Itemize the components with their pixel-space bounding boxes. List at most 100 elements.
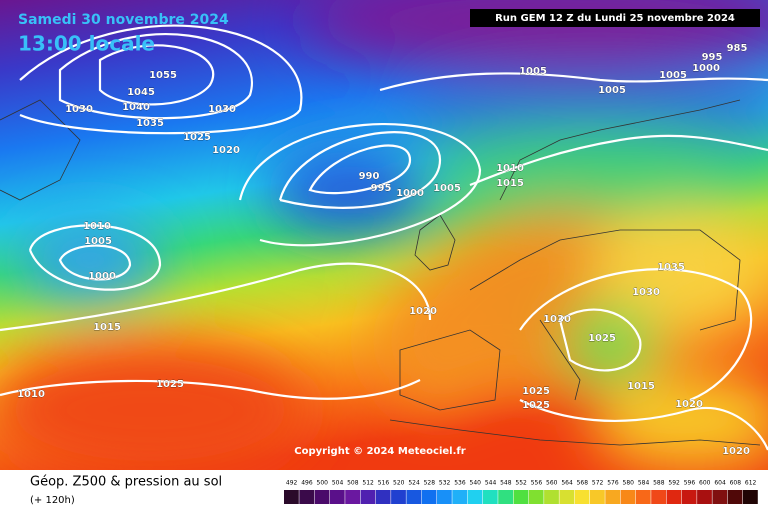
isobar-label: 1000 (396, 188, 424, 199)
colorbar-swatch (727, 490, 743, 504)
isobar-label: 1015 (627, 381, 655, 392)
colorbar-swatch (299, 490, 315, 504)
field-blobs (0, 0, 768, 480)
isobar-label: 1020 (212, 145, 240, 156)
isobar-label: 1025 (156, 379, 184, 390)
colorbar-label: 556 (531, 480, 543, 487)
colorbar-swatch (513, 490, 529, 504)
isobar-label: 1025 (588, 333, 616, 344)
colorbar-swatch (605, 490, 621, 504)
colorbar-swatch (421, 490, 437, 504)
isobar-label: 1015 (93, 322, 121, 333)
colorbar-swatch (284, 490, 299, 504)
isobar-label: 1005 (598, 85, 626, 96)
colorbar-swatch (329, 490, 345, 504)
isobar-label: 1030 (543, 314, 571, 325)
colorbar-label: 548 (500, 480, 512, 487)
colorbar-label: 536 (454, 480, 466, 487)
colorbar-label: 564 (561, 480, 573, 487)
colorbar-swatch (452, 490, 468, 504)
colorbar-swatch (559, 490, 575, 504)
colorbar-label: 508 (347, 480, 359, 487)
colorbar-label: 532 (439, 480, 451, 487)
colorbar-label: 500 (317, 480, 329, 487)
isobar-label: 1010 (83, 221, 111, 232)
colorbar-label: 608 (730, 480, 742, 487)
isobars (0, 24, 768, 451)
colorbar-swatch (345, 490, 360, 504)
copyright: Copyright © 2024 Meteociel.fr (294, 446, 465, 457)
isobar-label: 1005 (659, 70, 687, 81)
isobar-label: 1000 (692, 63, 720, 74)
isobar-label: 1005 (433, 183, 461, 194)
forecast-lead: (+ 120h) (30, 495, 75, 506)
colorbar-label: 552 (515, 480, 527, 487)
local-time: 13:00 locale (18, 32, 155, 56)
colorbar-swatch (743, 490, 758, 504)
colorbar-label: 572 (592, 480, 604, 487)
colorbar-label: 516 (378, 480, 390, 487)
colorbar-swatch (406, 490, 422, 504)
colorbar-swatch (635, 490, 651, 504)
isobar-label: 1005 (519, 66, 547, 77)
date: Samedi 30 novembre 2024 (18, 12, 229, 28)
isobar-label: 1030 (65, 104, 93, 115)
isobar-label: 995 (702, 52, 723, 63)
coastlines (0, 99, 761, 446)
colorbar-label: 528 (424, 480, 436, 487)
colorbar-swatch (697, 490, 712, 504)
isobar-label: 1045 (127, 87, 155, 98)
colorbar-label: 492 (286, 480, 298, 487)
colorbar-swatch (498, 490, 513, 504)
isobar-label: 1025 (522, 400, 550, 411)
isobar-label: 1020 (409, 306, 437, 317)
colorbar-label: 568 (577, 480, 589, 487)
colorbar-swatch (391, 490, 406, 504)
colorbar-label: 504 (332, 480, 344, 487)
isobar-label: 1035 (657, 262, 685, 273)
colorbar-label: 584 (638, 480, 650, 487)
isobar-label: 1010 (496, 163, 524, 174)
run-info: Run GEM 12 Z du Lundi 25 novembre 2024 (495, 13, 735, 24)
isobar-label: 1030 (632, 287, 660, 298)
colorbar-label: 560 (546, 480, 558, 487)
colorbar-swatch (666, 490, 682, 504)
colorbar-label: 604 (714, 480, 726, 487)
colorbar-label: 612 (745, 480, 757, 487)
footer-title: Géop. Z500 & pression au sol (30, 475, 222, 490)
colorbar-swatch (314, 490, 330, 504)
colorbar-label: 600 (699, 480, 711, 487)
colorbar-swatch (482, 490, 498, 504)
isobar-label: 990 (359, 171, 380, 182)
colorbar-label: 496 (301, 480, 313, 487)
colorbar-label: 596 (684, 480, 696, 487)
isobar-label: 1055 (149, 70, 177, 81)
colorbar-label: 512 (362, 480, 374, 487)
colorbar-label: 576 (607, 480, 619, 487)
colorbar-swatch (681, 490, 697, 504)
colorbar-swatch (712, 490, 728, 504)
colorbar-label: 588 (653, 480, 665, 487)
isobar-label: 1010 (17, 389, 45, 400)
isobar-label: 1000 (88, 271, 116, 282)
colorbar-label: 544 (485, 480, 497, 487)
colorbar-swatch (651, 490, 666, 504)
isobar-label: 1030 (208, 104, 236, 115)
isobar-label: 1035 (136, 118, 164, 129)
colorbar-swatch (544, 490, 559, 504)
colorbar: 492 496 500 504 508 512 516 520 524 528 532 536 540 5… (284, 480, 758, 504)
colorbar-label: 592 (668, 480, 680, 487)
colorbar-swatch (375, 490, 391, 504)
colorbar-swatch (620, 490, 636, 504)
colorbar-label: 524 (408, 480, 420, 487)
isobar-label: 995 (371, 183, 392, 194)
colorbar-swatch (437, 490, 452, 504)
colorbar-swatch (590, 490, 605, 504)
isobar-label: 1020 (722, 446, 750, 457)
isobar-label: 1020 (675, 399, 703, 410)
colorbar-swatch (528, 490, 544, 504)
colorbar-swatch (467, 490, 483, 504)
colorbar-label: 580 (623, 480, 635, 487)
